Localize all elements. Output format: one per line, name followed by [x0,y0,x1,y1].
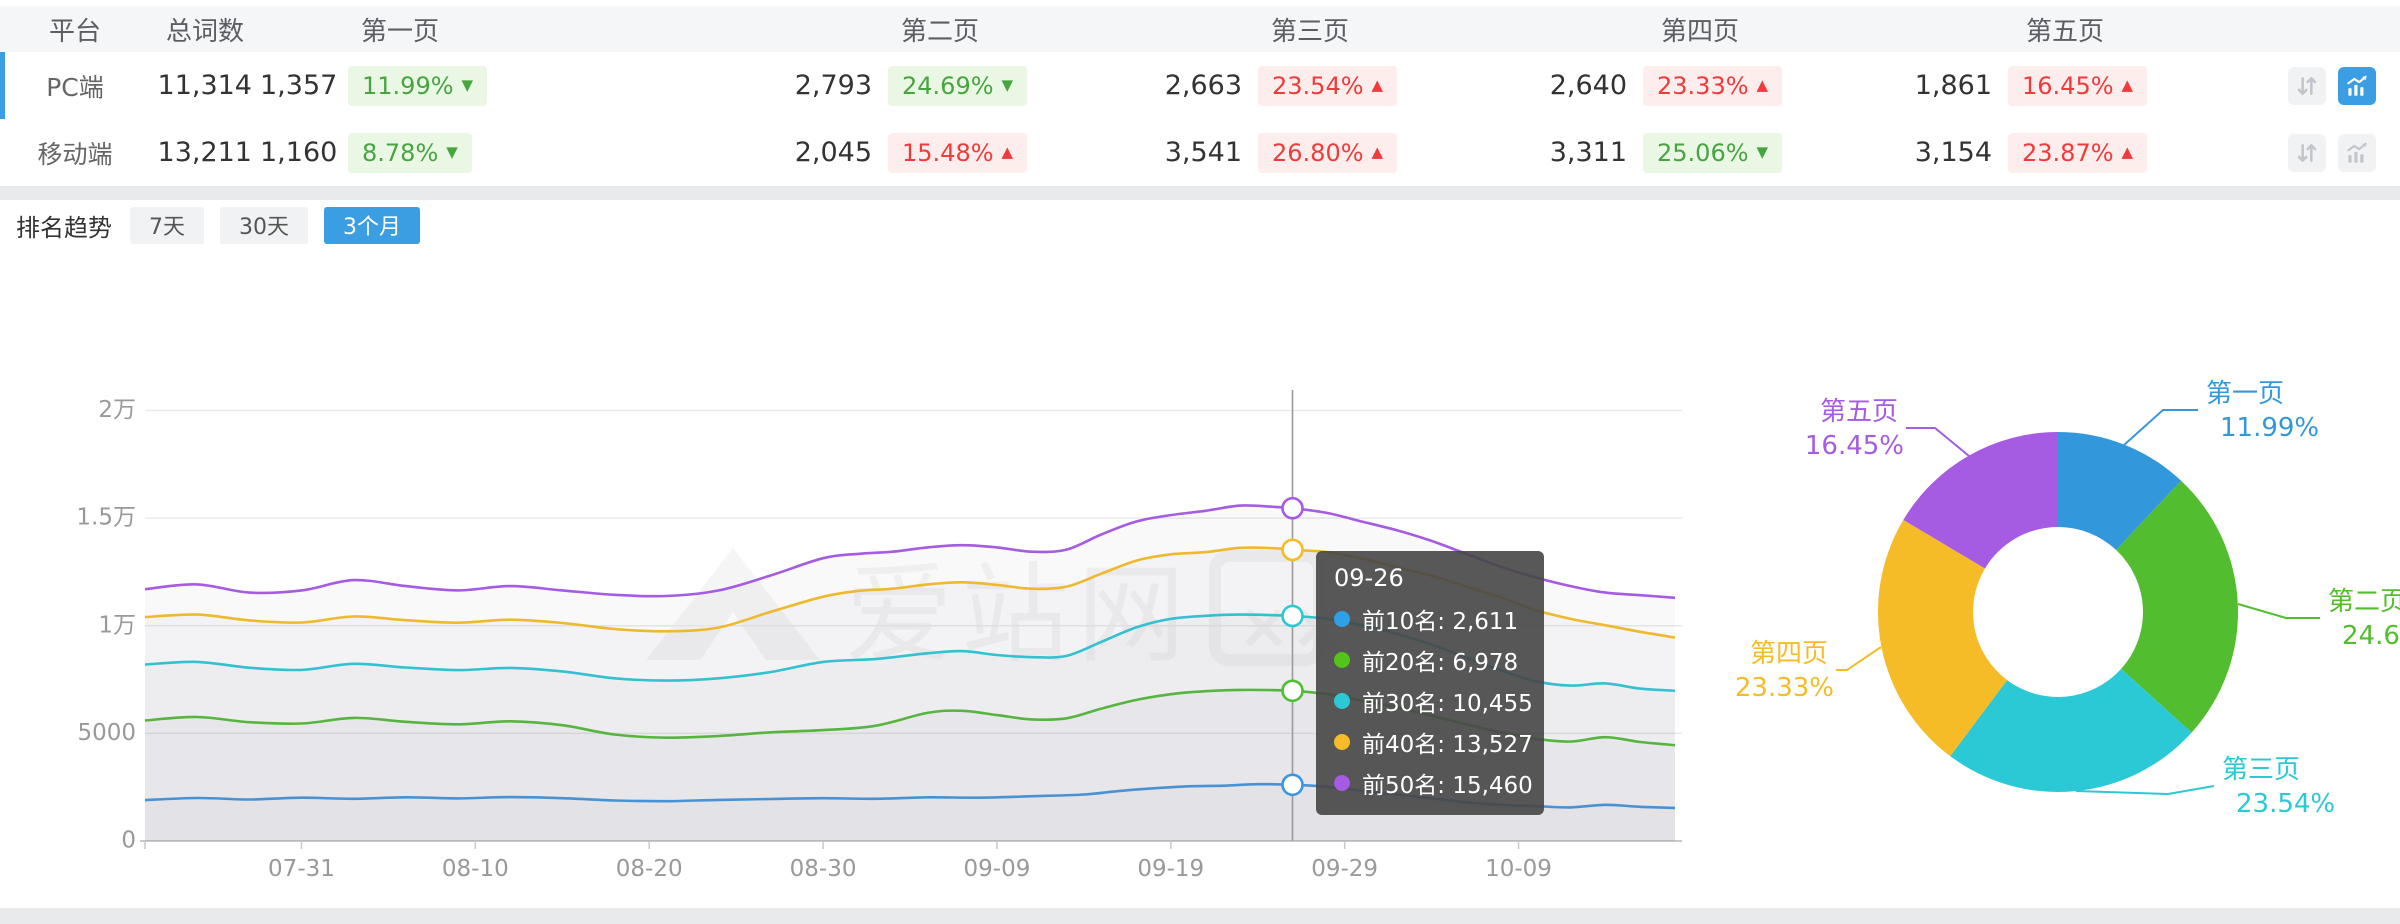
page3-change-badge: 26.80% ▲ [1258,132,1398,173]
col-header-page3: 第三页 [1270,16,1349,47]
trend-chart-icon [2347,75,2367,96]
trend-arrow-icon: ▲ [2121,143,2134,161]
platform-label: 移动端 [37,139,113,169]
trend-section: 排名趋势 7天 30天 3个月 [0,200,2400,908]
page1-count: 1,357 [260,70,338,101]
show-trend-chart-button[interactable] [2338,66,2376,105]
table-header-row: 平台 总词数 第一页 第二页 第三页 第四页 第五页 [0,6,2400,53]
page1-change-badge: 11.99% ▼ [348,65,488,106]
trend-chart-icon [2347,142,2367,163]
sort-updown-button[interactable] [2288,66,2326,105]
page3-count: 2,663 [1164,70,1242,101]
tooltip-row: 前50名: 15,460 [1334,762,1533,803]
page1-change-badge: 8.78% ▼ [348,132,472,173]
table-row-mobile[interactable]: 移动端 13,211 1,160 8.78% ▼ 2,045 15.48% ▲ 3,… [0,119,2400,186]
trend-title: 排名趋势 [16,213,112,242]
col-header-platform: 平台 [48,16,101,47]
page2-count: 2,793 [794,70,872,101]
platform-label: PC端 [46,72,104,102]
series-dot-top50 [1334,774,1350,791]
sort-updown-button[interactable] [2288,133,2326,172]
tooltip-row: 前40名: 13,527 [1334,721,1533,762]
page1-count: 1,160 [260,137,338,168]
trend-arrow-icon: ▲ [2121,76,2134,94]
page4-change-badge: 23.33% ▲ [1643,65,1783,106]
col-header-page5: 第五页 [2025,16,2104,47]
chart-tooltip: 09-26 前10名: 2,611 前20名: 6,978 前30名: 10,4… [1316,551,1544,815]
series-dot-top40 [1334,733,1350,750]
tooltip-row: 前20名: 6,978 [1334,639,1526,680]
col-header-page2: 第二页 [900,16,979,47]
page5-count: 1,861 [1914,70,1992,101]
page2-change-badge: 24.69% ▼ [888,65,1028,106]
tooltip-date: 09-26 [1334,564,1404,592]
series-dot-top20 [1334,651,1350,668]
tooltip-row: 前10名: 2,611 [1334,598,1526,639]
col-header-page4: 第四页 [1660,16,1739,47]
page2-count: 2,045 [794,137,872,168]
total-words-value: 13,211 [157,137,252,168]
series-dot-top10 [1334,610,1350,627]
trend-arrow-icon: ▲ [1371,143,1384,161]
trend-header: 排名趋势 7天 30天 3个月 [16,206,420,244]
tab-30-days[interactable]: 30天 [220,206,308,244]
page4-count: 3,311 [1549,137,1627,168]
platform-summary-table: 平台 总词数 第一页 第二页 第三页 第四页 第五页 PC端 11,314 1,… [0,0,2400,186]
trend-arrow-icon: ▼ [446,143,458,161]
sort-updown-icon [2297,143,2317,162]
tab-3-months[interactable]: 3个月 [324,206,420,244]
trend-arrow-icon: ▲ [1001,143,1014,161]
tooltip-row: 前30名: 10,455 [1334,680,1533,721]
col-header-page1: 第一页 [360,16,439,47]
trend-arrow-icon: ▼ [1756,143,1769,161]
col-header-total-words: 总词数 [165,16,244,47]
page5-change-badge: 23.87% ▲ [2008,132,2148,173]
sort-updown-icon [2297,76,2317,95]
page4-count: 2,640 [1549,70,1627,101]
page4-change-badge: 25.06% ▼ [1643,132,1783,173]
trend-arrow-icon: ▲ [1371,76,1384,94]
trend-arrow-icon: ▲ [1756,76,1769,94]
series-dot-top30 [1334,692,1350,709]
total-words-value: 11,314 [157,70,252,101]
trend-arrow-icon: ▼ [461,76,474,94]
trend-arrow-icon: ▼ [1001,76,1014,94]
page5-change-badge: 16.45% ▲ [2008,65,2148,106]
page5-count: 3,154 [1914,137,1992,168]
table-row-pc[interactable]: PC端 11,314 1,357 11.99% ▼ 2,793 24.69% ▼ 2… [0,52,2400,120]
show-trend-chart-button[interactable] [2338,133,2376,172]
page3-change-badge: 23.54% ▲ [1258,65,1398,106]
page3-count: 3,541 [1164,137,1242,168]
tab-7-days[interactable]: 7天 [130,206,204,244]
page2-change-badge: 15.48% ▲ [888,132,1028,173]
